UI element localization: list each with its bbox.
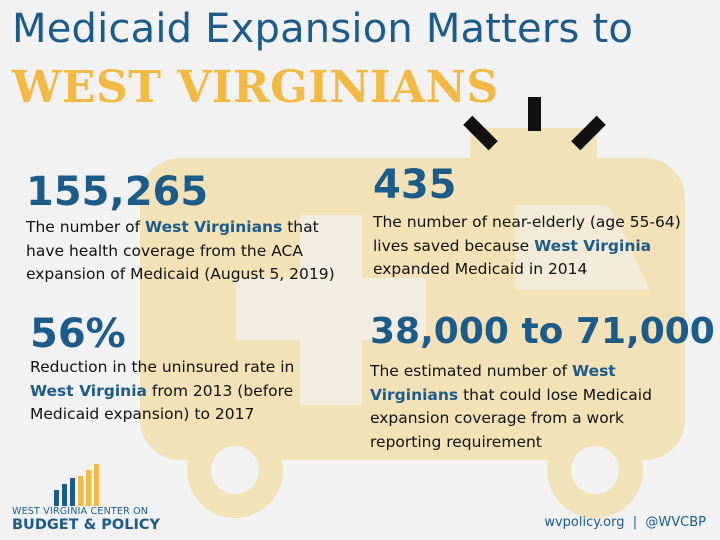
stat-number: 56%	[30, 311, 126, 357]
medical-cross-icon	[236, 215, 426, 405]
footer-links: wvpolicy.org | @WVCBP	[544, 515, 706, 530]
stat-description: Reduction in the uninsured rate in West …	[30, 358, 295, 424]
stat-description: The number of West Virginians that have …	[26, 218, 335, 284]
stat-block-coverage-loss: 38,000 to 71,000 The estimated number of…	[370, 311, 715, 454]
stat-number: 38,000 to 71,000	[370, 311, 715, 352]
logo-line2: BUDGET & POLICY	[12, 517, 161, 533]
logo-line1: WEST VIRGINIA CENTER ON	[12, 506, 149, 517]
stat-number: 435	[373, 162, 457, 208]
stat-block-lives-saved: 435 The number of near-elderly (age 55-6…	[373, 165, 693, 282]
stat-block-coverage: 155,265 The number of West Virginians th…	[26, 172, 356, 287]
stat-block-uninsured-rate: 56% Reduction in the uninsured rate in W…	[30, 314, 335, 427]
stat-description: The estimated number of West Virginians …	[370, 362, 652, 451]
page-subtitle: WEST VIRGINIANS	[12, 62, 499, 113]
siren-light-icon	[463, 97, 606, 151]
stat-description: The number of near-elderly (age 55-64) l…	[373, 213, 681, 279]
bar-chart-logo-icon	[54, 464, 99, 506]
page-title: Medicaid Expansion Matters to	[12, 6, 633, 52]
stat-number: 155,265	[26, 169, 209, 215]
